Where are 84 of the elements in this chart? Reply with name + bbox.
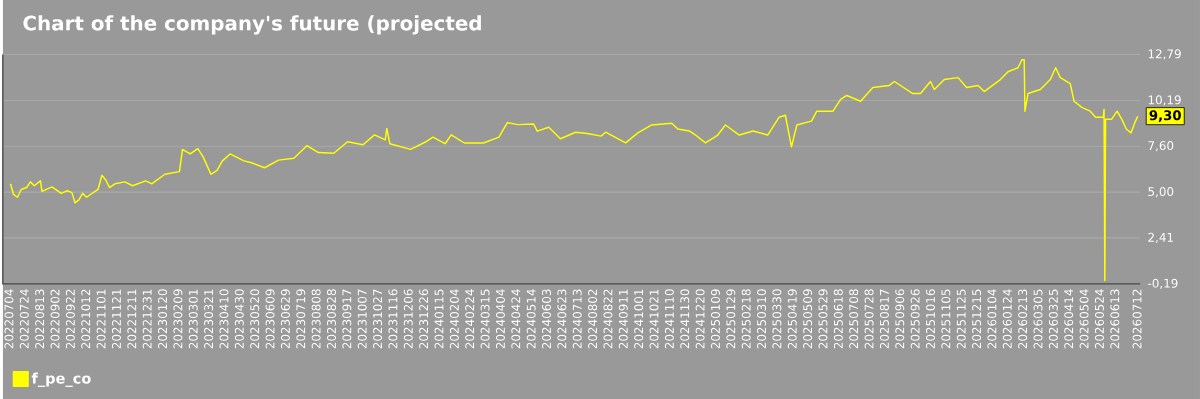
x-tick-label: 20240911 xyxy=(618,289,628,349)
x-tick-label: 20260124 xyxy=(1002,289,1012,349)
annotation: 9,30 xyxy=(1149,110,1181,122)
x-tick-label: 20230120 xyxy=(158,289,168,349)
x-tick-label: 20260712 xyxy=(1132,289,1142,349)
x-tick-label: 20231027 xyxy=(373,289,383,349)
x-tick-label: 20230520 xyxy=(250,289,260,349)
x-tick-label: 20250529 xyxy=(818,289,828,349)
x-tick-label: 20220704 xyxy=(4,289,14,349)
x-tick-label: 20240713 xyxy=(572,289,582,349)
x-tick-label: 20221012 xyxy=(81,289,91,349)
y-tick-label: 5,00 xyxy=(1148,186,1174,198)
x-tick-label: 20230917 xyxy=(342,289,352,349)
x-tick-label: 20220813 xyxy=(35,289,45,349)
x-tick-label: 20240424 xyxy=(511,289,521,349)
x-tick-label: 20220922 xyxy=(65,289,75,349)
y-tick-label: 12,79 xyxy=(1148,49,1181,60)
x-tick-label: 20230321 xyxy=(204,289,214,349)
x-tick-label: 20260414 xyxy=(1064,289,1074,349)
x-tick-label: 20240603 xyxy=(542,289,552,349)
y-tick-label: -0,19 xyxy=(1148,278,1178,289)
x-tick-label: 20250906 xyxy=(895,289,905,349)
x-tick-label: 20230629 xyxy=(280,289,290,349)
x-tick-label: 20221121 xyxy=(111,289,121,349)
x-tick-label: 20250926 xyxy=(910,289,920,349)
x-tick-label: 20260213 xyxy=(1018,289,1028,349)
x-tick-label: 20250419 xyxy=(787,289,797,349)
x-tick-label: 20240315 xyxy=(480,289,490,349)
x-tick-label: 20251105 xyxy=(941,289,951,349)
x-tick-label: 20221211 xyxy=(127,289,137,349)
x-tick-label: 20250129 xyxy=(726,289,736,349)
x-tick-label: 20240404 xyxy=(495,289,505,349)
x-tick-label: 20231206 xyxy=(403,289,413,349)
x-tick-label: 20231226 xyxy=(419,289,429,349)
x-tick-label: 20250218 xyxy=(741,289,751,349)
y-tick-label: 10,19 xyxy=(1148,95,1181,106)
x-tick-label: 20230301 xyxy=(188,289,198,349)
x-tick-label: 20230828 xyxy=(326,289,336,349)
x-tick-label: 20230609 xyxy=(265,289,275,349)
x-tick-label: 20240802 xyxy=(588,289,598,349)
x-tick-label: 20241110 xyxy=(664,289,674,349)
x-tick-label: 20230430 xyxy=(234,289,244,349)
chart-title: Chart of the company's future (projected xyxy=(23,15,481,35)
x-tick-label: 20240514 xyxy=(526,289,536,349)
x-tick-label: 20250708 xyxy=(849,289,859,349)
x-tick-label: 20221101 xyxy=(96,289,106,349)
x-tick-label: 20250109 xyxy=(710,289,720,349)
x-tick-label: 20260504 xyxy=(1079,289,1089,349)
x-tick-label: 20260104 xyxy=(987,289,997,349)
x-tick-label: 20260325 xyxy=(1048,289,1058,349)
x-tick-label: 20230719 xyxy=(296,289,306,349)
x-tick-label: 20250618 xyxy=(833,289,843,349)
x-tick-label: 20260524 xyxy=(1094,289,1104,349)
x-tick-label: 20251016 xyxy=(925,289,935,349)
x-tick-label: 20230808 xyxy=(311,289,321,349)
x-tick-label: 20241130 xyxy=(680,289,690,349)
x-tick-label: 20220902 xyxy=(50,289,60,349)
x-tick-label: 20221231 xyxy=(142,289,152,349)
line-series xyxy=(9,59,1139,282)
x-tick-label: 20240204 xyxy=(449,289,459,349)
x-tick-label: 20250509 xyxy=(803,289,813,349)
x-tick-label: 20240115 xyxy=(434,289,444,349)
legend-label: f_pe_co xyxy=(31,372,91,387)
x-tick-label: 20240224 xyxy=(465,289,475,349)
x-tick-label: 20241220 xyxy=(695,289,705,349)
x-tick-label: 20230410 xyxy=(219,289,229,349)
x-tick-label: 20250728 xyxy=(864,289,874,349)
x-tick-label: 20251125 xyxy=(956,289,966,349)
x-tick-label: 20241021 xyxy=(649,289,659,349)
x-tick-label: 20241001 xyxy=(634,289,644,349)
x-tick-label: 20231116 xyxy=(388,289,398,349)
x-tick-label: 20231007 xyxy=(357,289,367,349)
x-tick-label: 20240822 xyxy=(603,289,613,349)
x-tick-label: 20240623 xyxy=(557,289,567,349)
y-tick-label: 2,41 xyxy=(1148,232,1173,243)
x-tick-label: 20260613 xyxy=(1110,289,1120,349)
x-tick-label: 20260305 xyxy=(1033,289,1043,349)
y-tick-label: 7,60 xyxy=(1148,141,1174,152)
x-tick-label: 20250330 xyxy=(772,289,782,349)
x-tick-label: 20230209 xyxy=(173,289,183,349)
x-tick-label: 20220724 xyxy=(19,289,29,349)
x-tick-label: 20250310 xyxy=(757,289,767,349)
x-tick-label: 20251215 xyxy=(972,289,982,349)
x-tick-label: 20250817 xyxy=(879,289,889,349)
